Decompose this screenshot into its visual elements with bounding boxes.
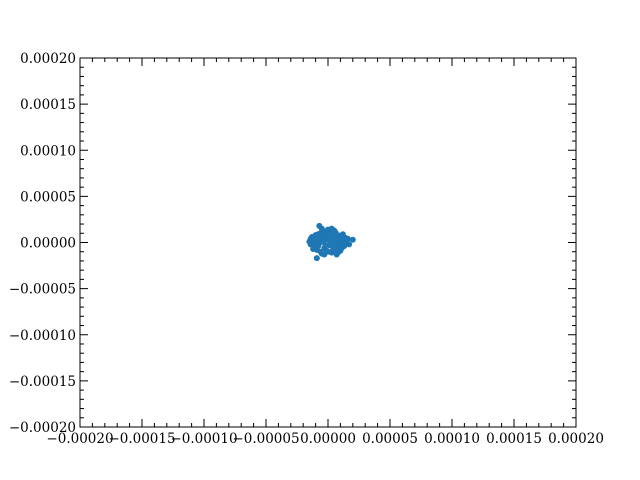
y-tick-label: −0.00020 [9, 420, 76, 436]
x-tick-label: 0.00010 [424, 431, 480, 447]
series-layer [306, 222, 356, 262]
scatter-point [325, 248, 331, 255]
y-tick-label: 0.00015 [20, 97, 76, 113]
scatter-point [328, 225, 335, 232]
y-tick-label: −0.00015 [9, 374, 76, 390]
x-tick-label: 0.00015 [486, 431, 542, 447]
scatter-point [322, 233, 329, 240]
x-tick-label: −0.00020 [46, 431, 113, 447]
scatter-point [346, 241, 353, 248]
y-tick-label: −0.00010 [9, 328, 76, 344]
tick-label-layer: −0.00020−0.00015−0.00010−0.00005 0.00000 0… [9, 51, 604, 447]
x-tick-label: −0.00005 [232, 431, 299, 447]
scatter-point [328, 237, 335, 244]
scatter-point [322, 242, 329, 249]
x-tick-label: 0.00020 [548, 431, 604, 447]
scatter-point [307, 235, 314, 242]
x-tick-label: 0.00000 [300, 431, 356, 447]
scatter-point [313, 255, 320, 262]
plot-frame [79, 57, 577, 428]
scatter-point [310, 242, 317, 249]
scatter-point [332, 244, 339, 251]
scatter-point [338, 238, 345, 245]
scatter-point [315, 243, 322, 250]
tick-layer [79, 57, 577, 428]
y-tick-label: −0.00005 [9, 282, 76, 298]
x-tick-label: 0.00005 [362, 431, 418, 447]
y-tick-label: 0.00020 [20, 51, 76, 67]
scatter-point [316, 234, 323, 241]
scatter-point [344, 235, 351, 242]
scatter-point [341, 243, 348, 250]
scatter-point [316, 222, 323, 229]
scatter-point [334, 249, 341, 256]
scatter-point [329, 230, 336, 237]
y-tick-label: 0.00000 [20, 236, 76, 252]
y-tick-label: 0.00010 [20, 143, 76, 159]
scatter-point [349, 236, 356, 243]
x-tick-label: −0.00015 [108, 431, 175, 447]
x-tick-label: −0.00010 [170, 431, 237, 447]
y-tick-label: 0.00005 [20, 189, 76, 205]
